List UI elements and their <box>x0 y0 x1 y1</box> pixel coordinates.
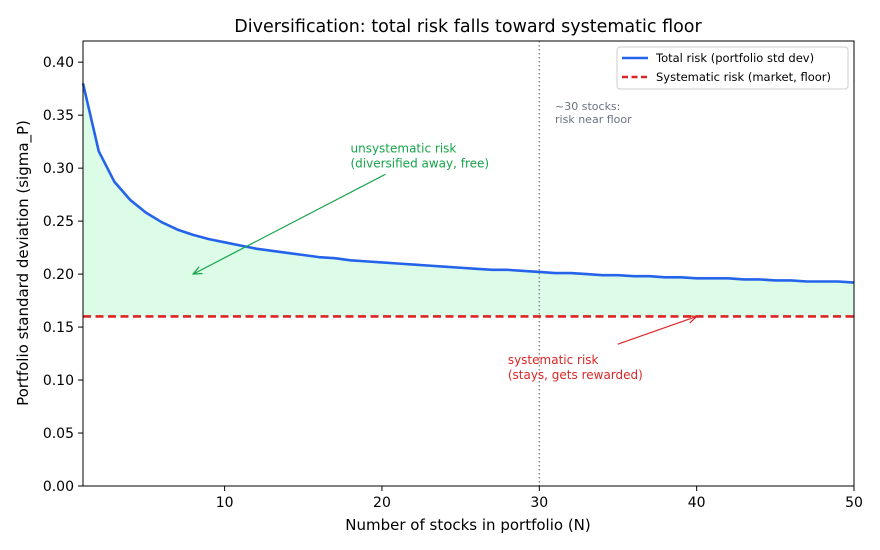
x-axis-label: Number of stocks in portfolio (N) <box>345 516 591 534</box>
plot-frame <box>82 40 855 487</box>
y-axis-label: Portfolio standard deviation (sigma_P) <box>14 120 33 406</box>
x-axis-ticks: 10 20 30 40 50 <box>216 486 863 511</box>
legend: Total risk (portfolio std dev) Systemati… <box>616 46 849 90</box>
annotation-text: (diversified away, free) <box>350 156 489 170</box>
y-axis-ticks: 0.00 0.05 0.10 0.15 0.20 0.25 0.30 0.35 0.40 <box>43 55 83 495</box>
annotation-text: systematic risk <box>508 353 599 367</box>
annotation-arrow <box>193 173 386 274</box>
unsystematic-risk-fill <box>83 83 854 317</box>
chart-title: Diversification: total risk falls toward… <box>234 17 702 37</box>
y-tick-label: 0.20 <box>43 267 74 283</box>
annotation-text: unsystematic risk <box>350 141 456 155</box>
x-tick-label: 10 <box>216 495 234 511</box>
y-tick-label: 0.05 <box>43 426 74 442</box>
annotation-text: risk near floor <box>555 113 632 126</box>
annotation-text: (stays, gets rewarded) <box>508 368 643 382</box>
x-tick-label: 30 <box>530 495 548 511</box>
legend-box <box>616 46 849 90</box>
y-tick-label: 0.15 <box>43 320 74 336</box>
x-tick-label: 40 <box>688 495 706 511</box>
y-tick-label: 0.40 <box>43 55 74 71</box>
y-tick-label: 0.35 <box>43 108 74 124</box>
annotation-arrow <box>617 316 697 345</box>
y-tick-label: 0.10 <box>43 373 74 389</box>
y-tick-label: 0.00 <box>43 479 74 495</box>
y-tick-label: 0.25 <box>43 214 74 230</box>
y-tick-label: 0.30 <box>43 161 74 177</box>
unsystematic-fill-region <box>83 83 854 317</box>
annotation-text: ~30 stocks: <box>555 100 620 113</box>
x-tick-label: 20 <box>373 495 391 511</box>
legend-label-systematic-risk: Systematic risk (market, floor) <box>656 70 831 84</box>
annotation-layer: ~30 stocks:risk near floor unsystematic r… <box>193 100 697 382</box>
legend-label-total-risk: Total risk (portfolio std dev) <box>655 51 814 65</box>
series-line-total-risk <box>81 83 855 284</box>
series-layer <box>81 83 855 318</box>
x-tick-label: 50 <box>845 495 863 511</box>
